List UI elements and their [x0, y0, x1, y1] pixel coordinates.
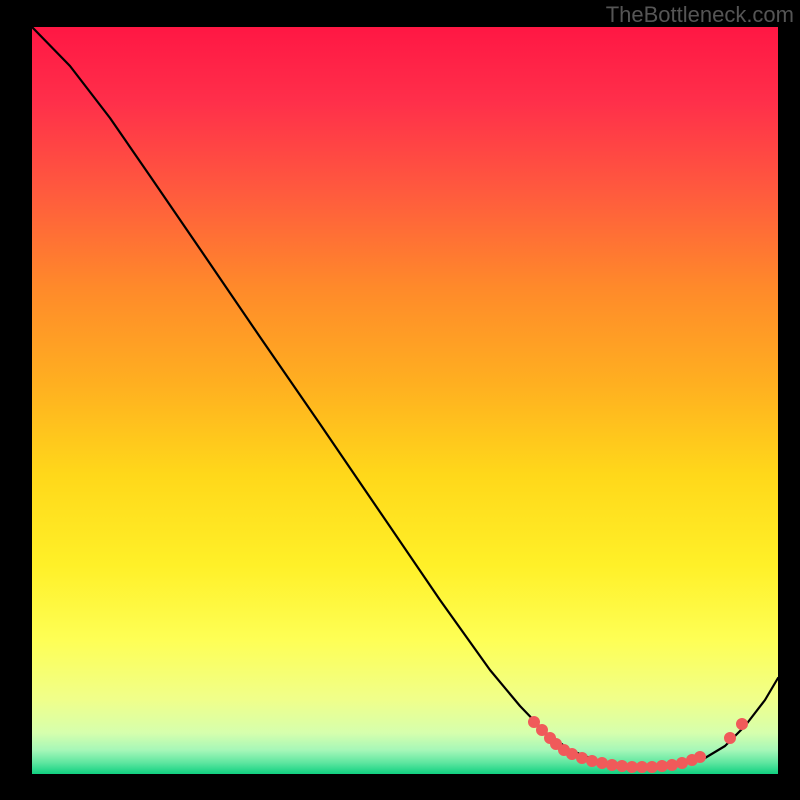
- marker-point: [607, 760, 618, 771]
- marker-point: [587, 756, 598, 767]
- watermark-text: TheBottleneck.com: [606, 2, 794, 28]
- marker-point: [725, 733, 736, 744]
- marker-point: [627, 762, 638, 773]
- marker-point: [597, 758, 608, 769]
- marker-point: [637, 762, 648, 773]
- marker-point: [567, 749, 578, 760]
- marker-point: [577, 753, 588, 764]
- marker-point: [667, 760, 678, 771]
- marker-point: [647, 762, 658, 773]
- marker-point: [737, 719, 748, 730]
- plot-gradient: [32, 27, 778, 774]
- marker-point: [677, 758, 688, 769]
- chart-canvas: [0, 0, 800, 800]
- marker-point: [617, 761, 628, 772]
- marker-point: [657, 761, 668, 772]
- marker-point: [695, 752, 706, 763]
